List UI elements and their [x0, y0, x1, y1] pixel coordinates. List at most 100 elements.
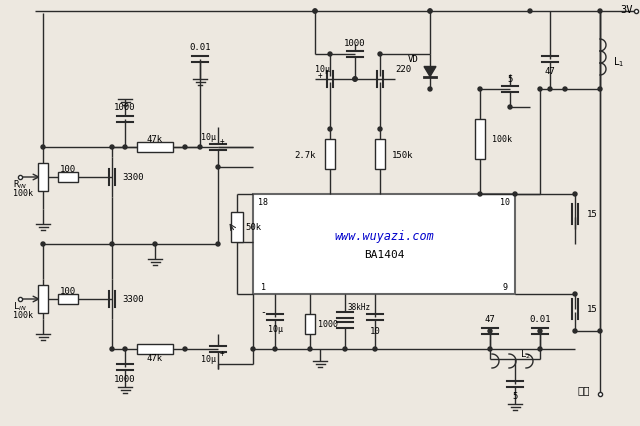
Text: 10μ: 10μ	[200, 355, 216, 364]
Text: 150k: 150k	[392, 150, 413, 159]
Text: 100k: 100k	[13, 189, 33, 198]
Text: VD: VD	[407, 55, 418, 64]
Circle shape	[538, 88, 542, 92]
Circle shape	[308, 347, 312, 351]
Bar	[475, 120, 485, 160]
Text: 50k: 50k	[245, 223, 261, 232]
Circle shape	[528, 10, 532, 14]
Circle shape	[538, 329, 542, 333]
Text: 100k: 100k	[13, 311, 33, 320]
Text: 1000: 1000	[115, 374, 136, 383]
Bar	[38, 285, 48, 313]
Circle shape	[41, 242, 45, 246]
Circle shape	[513, 193, 517, 196]
Circle shape	[378, 53, 382, 57]
Circle shape	[216, 242, 220, 246]
Text: 9: 9	[502, 282, 508, 291]
Circle shape	[123, 347, 127, 351]
Text: 47k: 47k	[147, 354, 163, 363]
Bar	[58, 173, 78, 183]
Text: -: -	[260, 306, 266, 316]
Bar	[38, 164, 48, 192]
Circle shape	[273, 347, 277, 351]
Circle shape	[428, 88, 432, 92]
Text: 47: 47	[545, 67, 556, 76]
Bar	[58, 294, 78, 304]
Text: 15: 15	[587, 305, 598, 314]
Circle shape	[343, 347, 347, 351]
Circle shape	[251, 347, 255, 351]
Text: 10: 10	[500, 198, 510, 207]
Circle shape	[573, 193, 577, 196]
Bar	[137, 143, 173, 153]
Circle shape	[373, 347, 377, 351]
Text: 1000: 1000	[318, 320, 338, 329]
Text: 10: 10	[370, 327, 380, 336]
Circle shape	[328, 53, 332, 57]
Circle shape	[123, 146, 127, 150]
Bar	[231, 213, 243, 242]
Circle shape	[573, 292, 577, 296]
Circle shape	[153, 242, 157, 246]
Circle shape	[573, 329, 577, 333]
Text: 1000: 1000	[115, 103, 136, 112]
Circle shape	[313, 10, 317, 14]
Circle shape	[41, 146, 45, 150]
Circle shape	[110, 347, 114, 351]
Text: 220: 220	[395, 65, 411, 74]
Text: 0.01: 0.01	[529, 315, 551, 324]
Circle shape	[598, 10, 602, 14]
Polygon shape	[424, 67, 436, 77]
Text: 5: 5	[512, 391, 518, 400]
Text: +: +	[220, 349, 224, 358]
Text: 100: 100	[60, 165, 76, 174]
Circle shape	[353, 78, 357, 82]
Circle shape	[353, 78, 357, 82]
Text: +: +	[317, 71, 323, 81]
Circle shape	[563, 88, 567, 92]
Text: 3300: 3300	[122, 173, 143, 182]
Circle shape	[353, 78, 357, 82]
Text: 2.7k: 2.7k	[294, 150, 316, 159]
Circle shape	[110, 242, 114, 246]
Text: 1000: 1000	[344, 38, 365, 47]
Text: +: +	[220, 137, 224, 146]
Circle shape	[313, 10, 317, 14]
Bar	[253, 195, 515, 294]
Text: L$_{IN}$: L$_{IN}$	[13, 300, 27, 313]
Text: R$_{IN}$: R$_{IN}$	[13, 178, 27, 191]
Circle shape	[478, 193, 482, 196]
Text: 100: 100	[60, 287, 76, 296]
Bar	[137, 344, 173, 354]
Text: 1: 1	[260, 282, 266, 291]
Text: L$_2$: L$_2$	[520, 348, 531, 360]
Circle shape	[508, 106, 512, 110]
Circle shape	[198, 146, 202, 150]
Circle shape	[183, 146, 187, 150]
Text: BA1404: BA1404	[364, 249, 404, 259]
Circle shape	[216, 166, 220, 170]
Bar	[305, 314, 315, 334]
Text: 3300: 3300	[122, 295, 143, 304]
Circle shape	[428, 10, 432, 14]
Circle shape	[488, 347, 492, 351]
Circle shape	[183, 347, 187, 351]
Text: 3V: 3V	[621, 5, 633, 15]
Text: www.wuyazi.com: www.wuyazi.com	[334, 230, 434, 243]
Bar	[375, 140, 385, 170]
Text: 18: 18	[258, 198, 268, 207]
Circle shape	[110, 146, 114, 150]
Text: 10μ: 10μ	[268, 325, 282, 334]
Circle shape	[378, 128, 382, 132]
Circle shape	[328, 128, 332, 132]
Text: 0.01: 0.01	[189, 43, 211, 52]
Bar	[325, 140, 335, 170]
Circle shape	[598, 88, 602, 92]
Circle shape	[598, 329, 602, 333]
Text: 15: 15	[587, 210, 598, 219]
Circle shape	[478, 88, 482, 92]
Text: 10μ: 10μ	[315, 65, 330, 74]
Circle shape	[538, 347, 542, 351]
Circle shape	[548, 88, 552, 92]
Text: 47k: 47k	[147, 134, 163, 143]
